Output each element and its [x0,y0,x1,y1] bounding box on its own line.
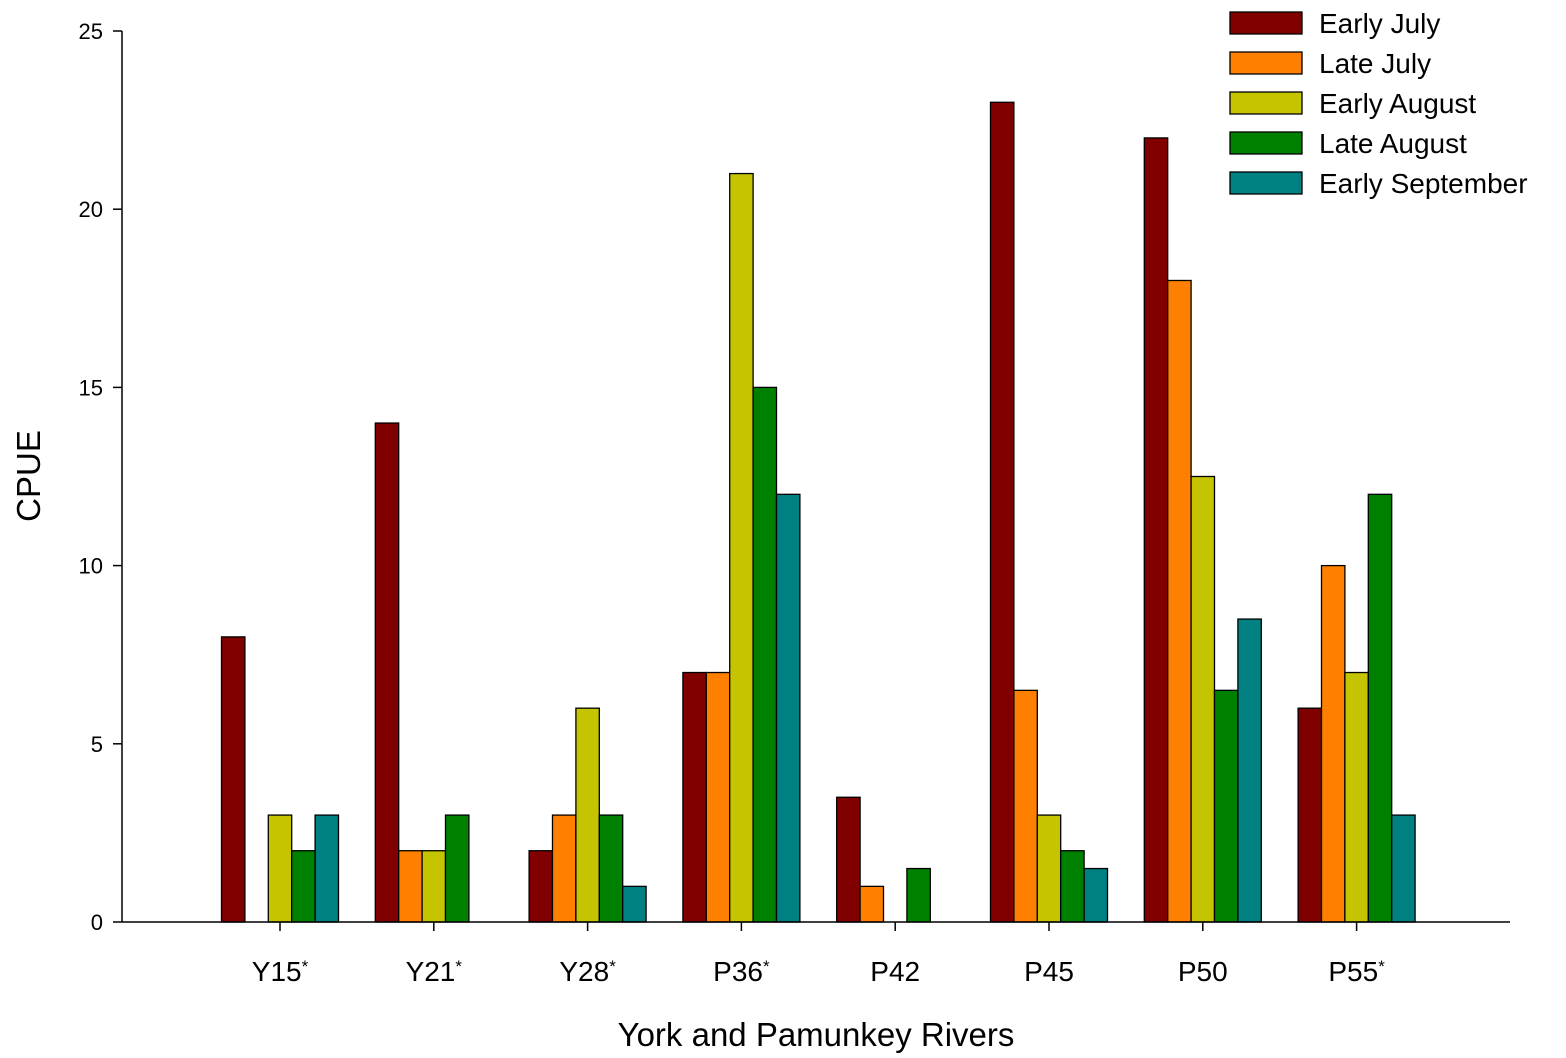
bar-y28-late-july [551,814,577,923]
bar-p42-late-july [859,885,885,923]
y-tick-label: 20 [79,197,103,222]
bar-p55-late-july [1320,564,1346,923]
bar-p45-late-august [1060,850,1085,923]
bar-p36-late-august [752,386,778,923]
bar-p36-early-september [775,493,801,923]
x-axis-title: York and Pamunkey Rivers [618,1016,1015,1053]
x-tick-label: P42 [870,956,920,987]
x-tick-label: Y28* [559,956,616,987]
bars-layer [220,101,1416,923]
bar-y15-late-august [291,850,316,923]
x-tick-label-name: P42 [870,956,920,987]
bar-p42-late-august [906,867,931,923]
bar-p50-late-july [1167,279,1192,923]
legend-label: Late August [1319,128,1467,159]
bar-y21-early-august [421,850,447,923]
bar-y21-late-july [398,850,423,923]
x-tick-label: Y15* [252,956,309,987]
x-ticks: Y15* Y21* Y28* P36* P42 P45 P50 P55* [252,922,1385,987]
legend-label: Early August [1319,88,1476,119]
x-tick-label-marker: * [763,957,770,976]
y-tick-label: 10 [79,554,103,579]
x-tick-label: Y21* [406,956,463,987]
x-tick-label: P36* [713,956,770,987]
x-tick-label-name: Y15 [252,956,302,987]
bar-y28-early-july [528,850,554,923]
bar-y28-late-august [598,814,624,923]
y-tick-label: 5 [91,732,103,757]
bar-p45-early-august [1036,814,1062,923]
bar-p50-early-august [1190,475,1216,923]
x-tick-label-name: P36 [713,956,763,987]
legend-swatch [1229,11,1303,35]
x-tick-label-name: P50 [1178,956,1228,987]
x-tick-label-marker: * [455,957,462,976]
bar-p45-early-july [989,101,1015,923]
bar-y21-late-august [444,814,470,923]
x-tick-label-name: P55 [1328,956,1378,987]
bar-p55-early-september [1391,814,1416,923]
legend-swatch [1229,171,1303,195]
bar-p36-late-july [705,671,731,923]
y-tick-label: 15 [79,375,103,400]
bar-p55-late-august [1367,493,1393,923]
bar-p50-early-july [1143,137,1169,923]
bar-y15-early-july [220,636,246,923]
legend-label: Early September [1319,168,1528,199]
bar-y15-early-september [314,814,340,923]
legend-label: Late July [1319,48,1431,79]
y-ticks: 0 5 10 15 20 25 [79,19,122,935]
x-tick-label-marker: * [1378,957,1385,976]
x-tick-label-marker: * [302,957,309,976]
bar-p42-early-july [836,796,861,923]
legend-label: Early July [1319,8,1440,39]
bar-p45-early-september [1083,867,1109,923]
axes-layer [121,31,1510,923]
bar-p50-late-august [1213,689,1239,923]
bar-y28-early-august [575,707,600,923]
x-tick-label-name: Y21 [406,956,456,987]
x-tick-label: P50 [1178,956,1228,987]
bar-p45-late-july [1013,689,1038,923]
legend-swatch [1229,91,1303,115]
legend-swatch [1229,51,1303,75]
bar-y28-early-september [622,885,647,923]
x-tick-label-marker: * [609,957,616,976]
x-tick-label: P45 [1024,956,1074,987]
x-tick-label-name: P45 [1024,956,1074,987]
legend-swatch [1229,131,1303,155]
y-tick-label: 25 [79,19,103,44]
x-tick-label: P55* [1328,956,1385,987]
bar-p55-early-august [1344,671,1369,923]
y-tick-label: 0 [91,910,103,935]
bar-y21-early-july [374,422,400,923]
y-axis-title: CPUE [10,430,47,522]
legend: Early July Late July Early August Late Augu… [1229,8,1528,199]
bar-p50-early-september [1237,618,1262,923]
bar-p55-early-july [1297,707,1323,923]
bar-p36-early-july [682,671,707,923]
bar-y15-early-august [267,814,293,923]
bar-p36-early-august [729,172,754,923]
x-tick-label-name: Y28 [559,956,609,987]
